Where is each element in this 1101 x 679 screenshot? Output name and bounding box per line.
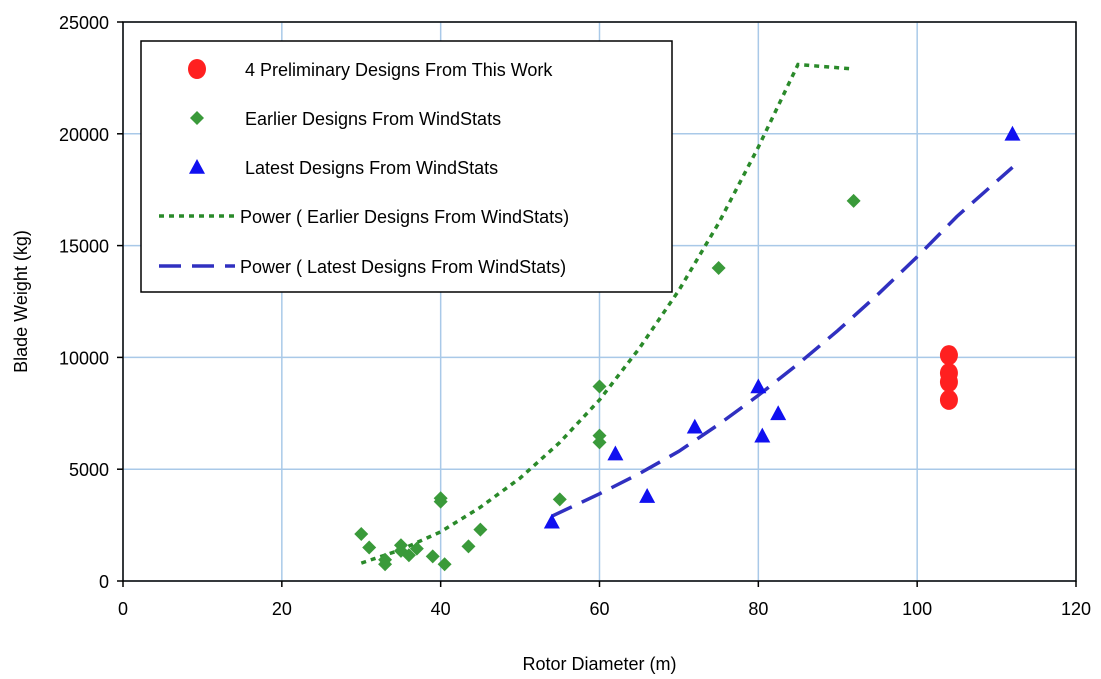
legend-marker — [189, 159, 205, 174]
data-point — [425, 549, 440, 564]
data-point — [592, 379, 607, 394]
x-axis-ticks: 0 20 40 60 80 100 120 — [118, 581, 1091, 619]
legend-label: Power ( Latest Designs From WindStats) — [240, 257, 566, 277]
x-tick-label: 60 — [589, 599, 609, 619]
data-point — [378, 552, 393, 567]
data-point — [592, 435, 607, 450]
data-point — [473, 522, 488, 537]
x-tick-label: 40 — [431, 599, 451, 619]
trendlines — [360, 62, 1014, 565]
data-point — [686, 418, 703, 434]
data-point — [607, 445, 624, 461]
legend-label: Power ( Earlier Designs From WindStats) — [240, 207, 569, 227]
data-point — [711, 260, 726, 275]
data-point — [543, 513, 560, 529]
data-point — [437, 557, 452, 572]
data-point — [939, 371, 958, 392]
x-tick-label: 20 — [272, 599, 292, 619]
data-point — [401, 548, 416, 563]
legend-marker — [188, 59, 206, 79]
data-point — [846, 193, 861, 208]
data-point — [750, 378, 767, 394]
data-point — [770, 405, 787, 421]
data-points — [354, 125, 1021, 572]
data-point — [433, 494, 448, 509]
y-tick-label: 20000 — [59, 125, 109, 145]
y-tick-label: 15000 — [59, 237, 109, 257]
y-tick-label: 5000 — [69, 460, 109, 480]
y-axis-ticks: 0 5000 10000 15000 20000 25000 — [59, 13, 123, 592]
trendline — [360, 62, 854, 565]
x-tick-label: 120 — [1061, 599, 1091, 619]
legend-label: Earlier Designs From WindStats — [245, 109, 501, 129]
x-tick-label: 100 — [902, 599, 932, 619]
data-point — [639, 488, 656, 503]
data-point — [461, 539, 476, 554]
data-point — [354, 527, 369, 542]
data-point — [939, 389, 958, 410]
x-tick-label: 80 — [748, 599, 768, 619]
y-axis-title: Blade Weight (kg) — [11, 230, 31, 373]
y-tick-label: 0 — [99, 572, 109, 592]
data-point — [552, 492, 567, 507]
trendline — [551, 165, 1014, 518]
data-point — [362, 540, 377, 555]
x-tick-label: 0 — [118, 599, 128, 619]
legend-label: Latest Designs From WindStats — [245, 158, 498, 178]
legend-marker — [190, 111, 204, 125]
data-point — [939, 345, 958, 366]
y-tick-label: 10000 — [59, 348, 109, 368]
y-tick-label: 25000 — [59, 13, 109, 33]
legend: 4 Preliminary Designs From This Work Earl… — [140, 40, 673, 293]
legend-box — [140, 40, 673, 293]
data-point — [754, 427, 771, 443]
legend-label: 4 Preliminary Designs From This Work — [245, 60, 553, 80]
x-axis-title: Rotor Diameter (m) — [522, 654, 676, 674]
data-point — [1004, 125, 1021, 141]
data-point — [409, 541, 424, 556]
